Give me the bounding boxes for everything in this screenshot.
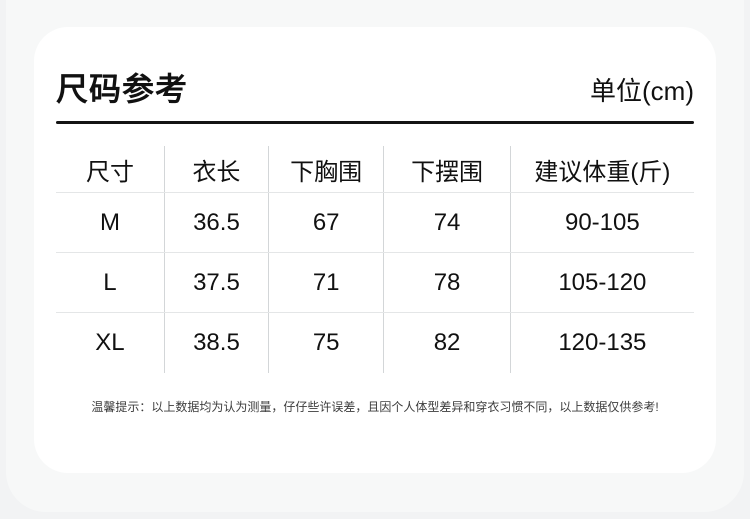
cell-garment-length: 38.5 [164, 312, 269, 373]
title-divider [56, 120, 694, 124]
cell-size: L [56, 252, 165, 314]
size-table: 尺寸 衣长 下胸围 下摆围 建议体重(斤) M 36.5 67 74 90-10… [56, 145, 694, 373]
size-table-header: 尺寸 衣长 下胸围 下摆围 建议体重(斤) [56, 145, 694, 194]
header-size: 尺寸 [56, 145, 165, 194]
card-header: 尺码参考 单位(cm) [56, 71, 694, 107]
cell-size: XL [56, 312, 165, 373]
cell-underbust: 75 [268, 312, 385, 373]
cell-underbust: 71 [268, 252, 385, 314]
cell-hem: 82 [383, 312, 511, 373]
cell-hem: 74 [383, 192, 511, 254]
table-row-l: L 37.5 71 78 105-120 [56, 252, 694, 314]
size-reference-card: 尺码参考 单位(cm) 尺寸 衣长 下胸围 下摆围 建议体重(斤) [34, 27, 716, 473]
table-row-xl: XL 38.5 75 82 120-135 [56, 312, 694, 373]
cell-suggested-weight: 120-135 [558, 329, 647, 357]
cell-size: M [56, 192, 165, 254]
size-table-body: M 36.5 67 74 90-105 L 37.5 71 78 105-120 [56, 192, 694, 373]
header-row: 尺寸 衣长 下胸围 下摆围 建议体重(斤) [56, 145, 694, 194]
cell-hem: 78 [383, 252, 511, 314]
cell-garment-length: 36.5 [164, 192, 269, 254]
header-hem: 下摆围 [383, 145, 511, 194]
cell-garment-length: 37.5 [164, 252, 269, 314]
header-suggested-weight: 建议体重(斤) [510, 145, 694, 194]
header-garment-length: 衣长 [164, 145, 269, 194]
cell-underbust: 67 [268, 192, 385, 254]
cell-suggested-weight: 105-120 [510, 252, 694, 314]
table-row-m: M 36.5 67 74 90-105 [56, 192, 694, 254]
cell-suggested-weight: 90-105 [510, 192, 694, 254]
card-content: 尺码参考 单位(cm) 尺寸 衣长 下胸围 下摆围 建议体重(斤) [34, 27, 716, 416]
header-underbust: 下胸围 [268, 145, 385, 194]
section-title: 尺码参考 [56, 71, 189, 107]
disclaimer-note: 温馨提示：以上数据均为认为测量，仔仔些许误差，且因个人体型差异和穿衣习惯不同，以… [91, 399, 659, 414]
unit-label: 单位(cm) [590, 76, 694, 107]
